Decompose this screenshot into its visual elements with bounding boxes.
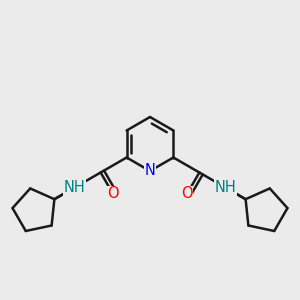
Text: O: O <box>107 186 119 201</box>
Text: N: N <box>145 164 155 178</box>
Text: O: O <box>181 186 193 201</box>
Text: NH: NH <box>214 180 236 195</box>
Text: NH: NH <box>64 180 86 195</box>
